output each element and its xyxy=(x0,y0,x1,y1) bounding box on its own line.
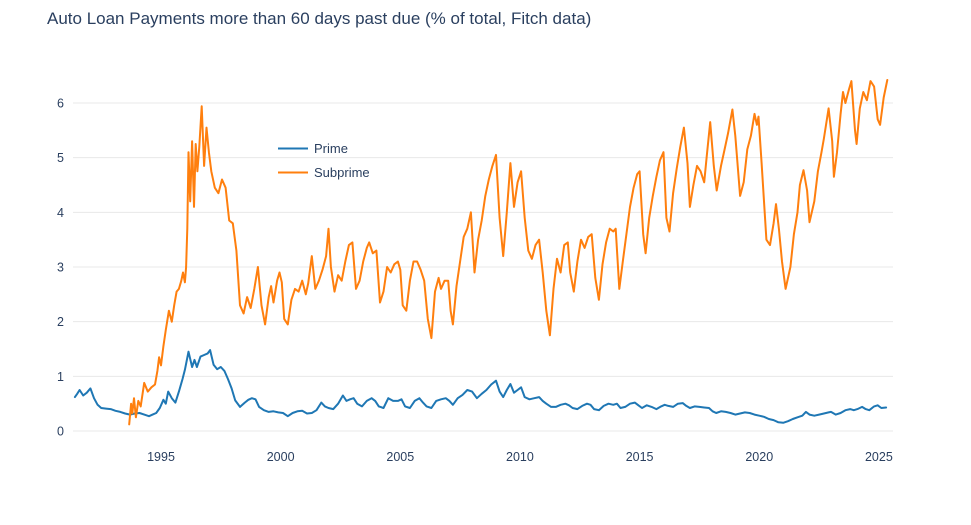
legend: Prime Subprime xyxy=(278,141,370,180)
x-tick-label: 2005 xyxy=(386,450,414,464)
chart-title: Auto Loan Payments more than 60 days pas… xyxy=(47,9,592,28)
y-tick-label: 6 xyxy=(57,96,64,110)
y-tick-label: 5 xyxy=(57,151,64,165)
legend-item-subprime[interactable]: Subprime xyxy=(278,165,370,180)
y-tick-label: 3 xyxy=(57,260,64,274)
y-tick-label: 1 xyxy=(57,370,64,384)
y-tick-label: 0 xyxy=(57,425,64,439)
x-tick-label: 2010 xyxy=(506,450,534,464)
legend-label-subprime: Subprime xyxy=(314,165,370,180)
legend-item-prime[interactable]: Prime xyxy=(278,141,348,156)
y-tick-label: 4 xyxy=(57,206,64,220)
legend-label-prime: Prime xyxy=(314,141,348,156)
series-line-prime[interactable] xyxy=(73,349,888,424)
x-tick-label: 2025 xyxy=(865,450,893,464)
x-tick-label: 1995 xyxy=(147,450,175,464)
series-lines xyxy=(73,79,889,426)
x-tick-label: 2020 xyxy=(745,450,773,464)
x-axis-tick-labels: 1995 2000 2005 2010 2015 2020 2025 xyxy=(147,450,893,464)
y-axis-tick-labels: 0 1 2 3 4 5 6 xyxy=(57,96,64,438)
y-tick-label: 2 xyxy=(57,315,64,329)
x-tick-label: 2015 xyxy=(626,450,654,464)
x-tick-label: 2000 xyxy=(267,450,295,464)
series-line-subprime[interactable] xyxy=(128,79,889,426)
